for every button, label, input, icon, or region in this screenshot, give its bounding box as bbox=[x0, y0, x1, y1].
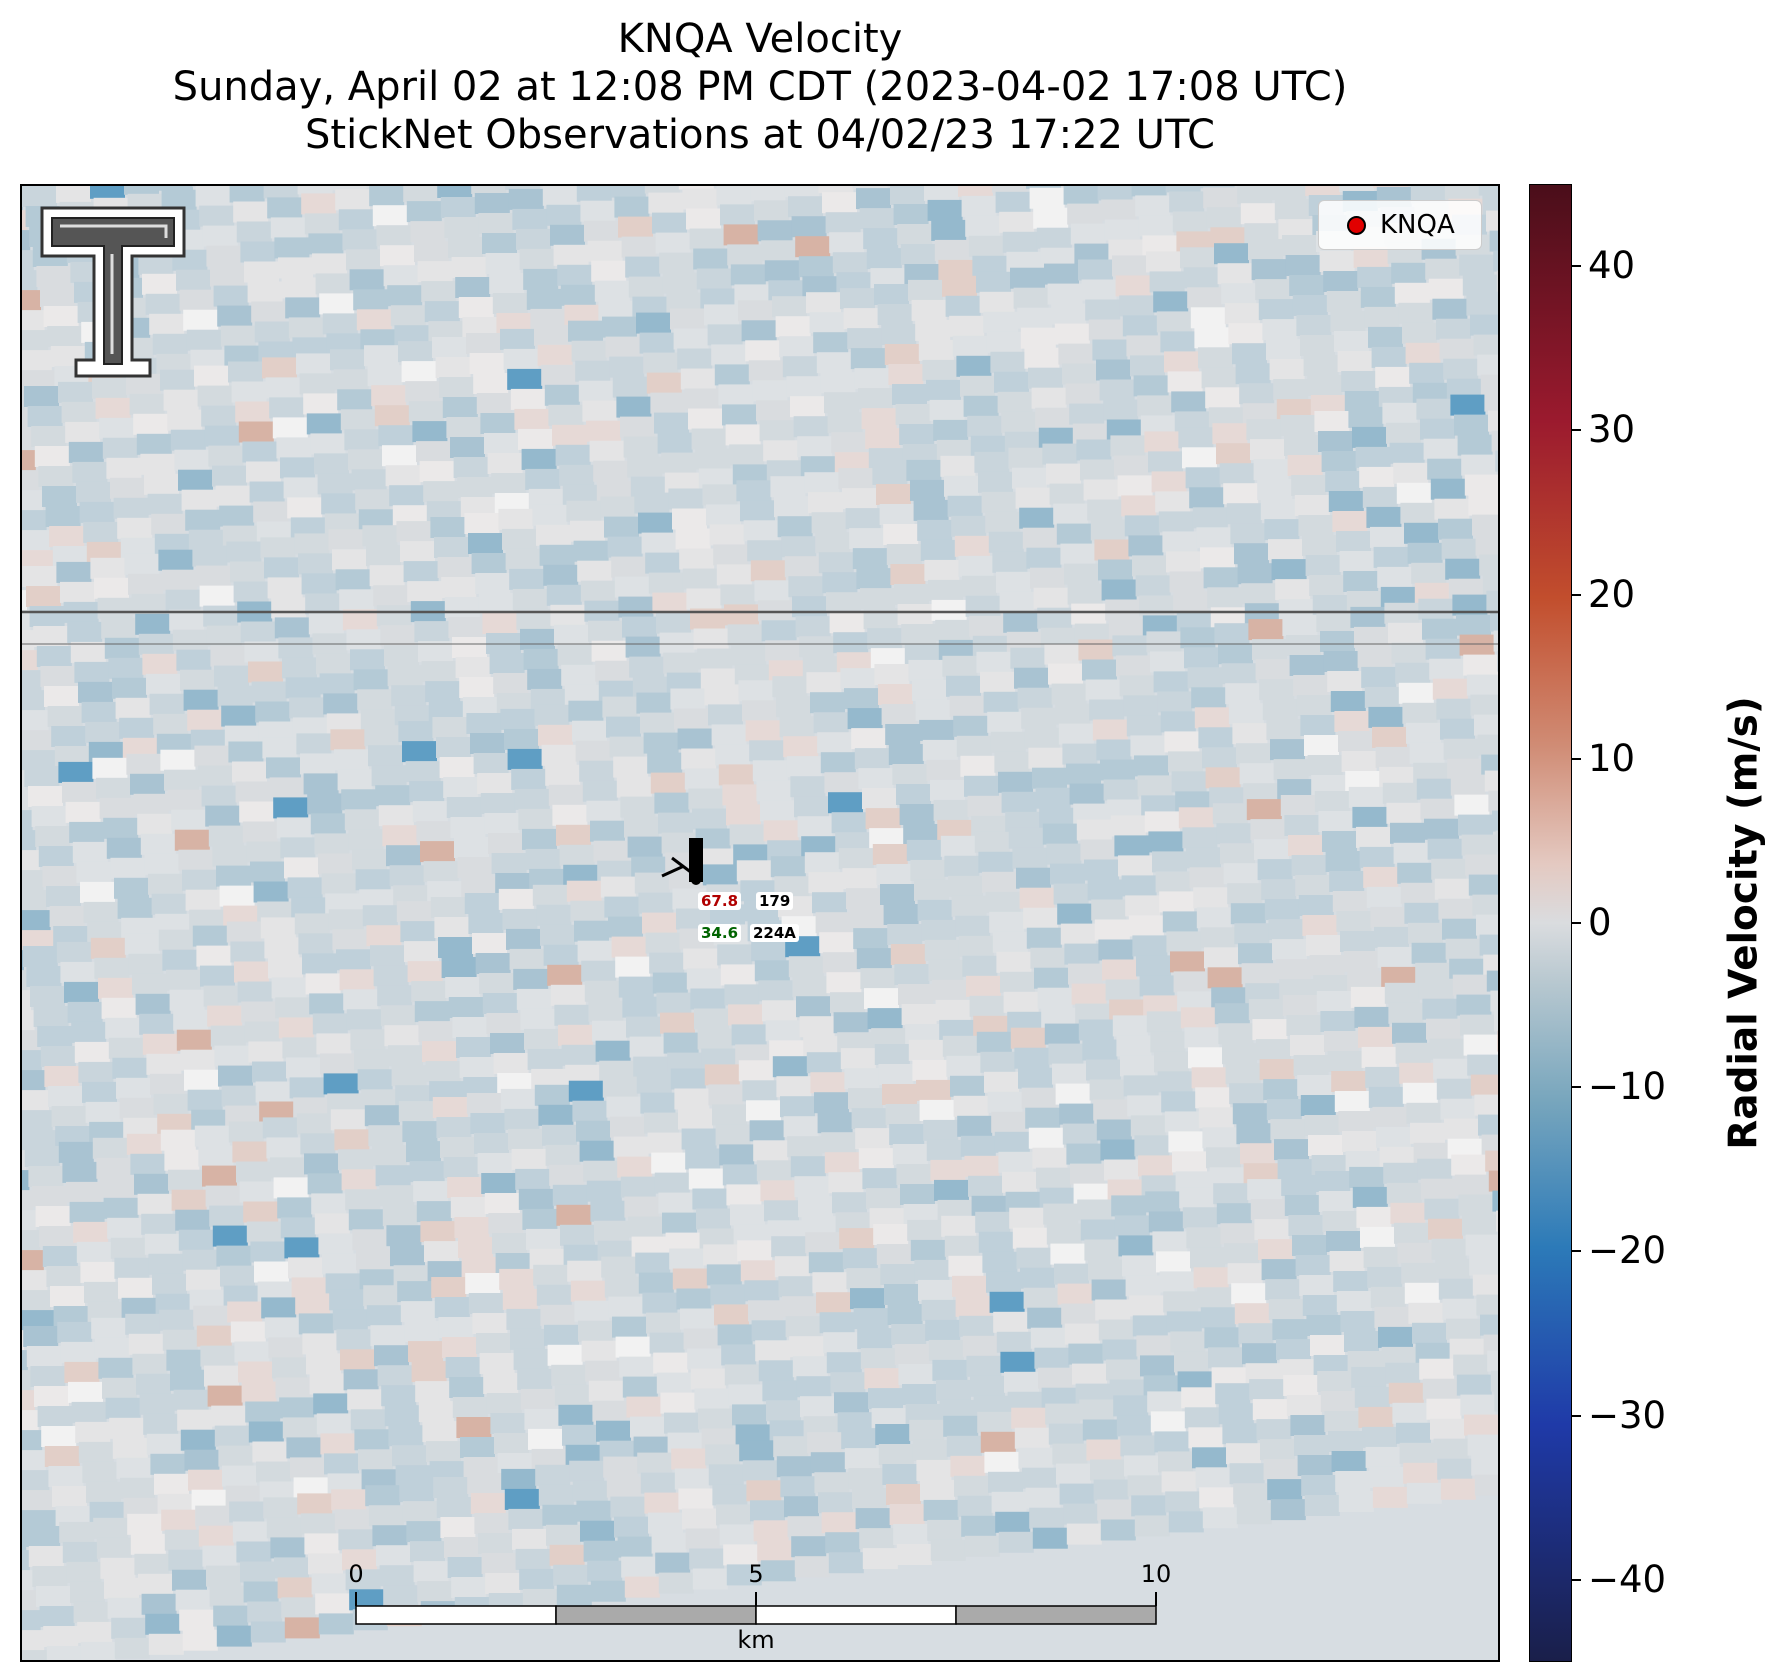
colorbar-tick bbox=[1572, 1578, 1581, 1581]
colorbar-tick-label: 30 bbox=[1588, 408, 1636, 452]
colorbar-tick-label: 20 bbox=[1588, 572, 1636, 616]
wind-barb-staff bbox=[689, 838, 703, 882]
scale-label-5: 5 bbox=[748, 1560, 764, 1588]
station-id: 224A bbox=[750, 924, 799, 942]
chart-subtitle-time: Sunday, April 02 at 12:08 PM CDT (2023-0… bbox=[172, 64, 1348, 110]
colorbar bbox=[1529, 184, 1572, 1662]
velocity-field bbox=[22, 186, 1498, 1660]
texas-tech-logo-icon bbox=[40, 206, 186, 378]
scale-label-0: 0 bbox=[348, 1560, 364, 1588]
legend-label: KNQA bbox=[1380, 210, 1455, 240]
scale-label-10: 10 bbox=[1140, 1560, 1172, 1588]
colorbar-tick-label: 40 bbox=[1588, 244, 1636, 288]
colorbar-tick bbox=[1572, 1414, 1581, 1417]
colorbar-tick-label: −10 bbox=[1588, 1065, 1667, 1109]
station-plot bbox=[661, 838, 703, 885]
colorbar-label: Radial Velocity (m/s) bbox=[1721, 696, 1767, 1150]
chart-title: KNQA Velocity bbox=[617, 16, 903, 62]
colorbar-tick bbox=[1572, 922, 1581, 924]
station-pressure: 179 bbox=[756, 892, 794, 910]
colorbar-tick-label: 0 bbox=[1588, 901, 1612, 944]
colorbar-tick bbox=[1572, 757, 1581, 760]
colorbar-tick-label: −30 bbox=[1588, 1393, 1667, 1437]
colorbar-tick-label: −40 bbox=[1588, 1557, 1667, 1601]
colorbar-tick bbox=[1572, 1250, 1581, 1253]
colorbar-tick bbox=[1572, 265, 1581, 268]
wind-barb bbox=[661, 864, 685, 878]
radar-map[interactable]: 0 5 10 km 67.8 179 34.6 224A bbox=[20, 184, 1500, 1662]
station-marker bbox=[691, 875, 701, 885]
map-legend: KNQA bbox=[1318, 200, 1482, 250]
station-dewpoint: 34.6 bbox=[698, 924, 742, 942]
radar-site-marker-icon bbox=[1347, 215, 1366, 235]
station-temperature: 67.8 bbox=[698, 892, 742, 910]
colorbar-tick bbox=[1572, 1086, 1581, 1089]
colorbar-tick bbox=[1572, 429, 1581, 432]
colorbar-tick-label: 10 bbox=[1588, 736, 1636, 780]
scale-unit: km bbox=[737, 1626, 775, 1654]
colorbar-tick bbox=[1572, 593, 1581, 596]
scale-bar bbox=[355, 1592, 1157, 1625]
colorbar-tick-label: −20 bbox=[1588, 1229, 1667, 1273]
chart-subtitle-observations: StickNet Observations at 04/02/23 17:22 … bbox=[305, 112, 1215, 158]
